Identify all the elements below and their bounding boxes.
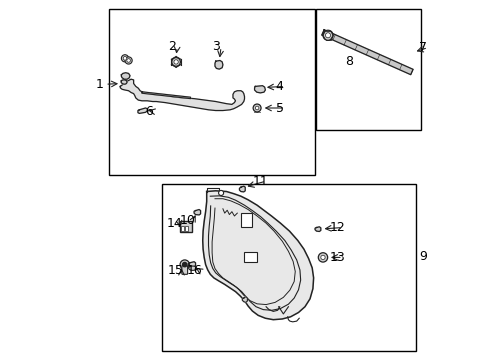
- Polygon shape: [254, 86, 265, 93]
- Text: 8: 8: [344, 55, 352, 68]
- Text: 5: 5: [275, 102, 283, 114]
- Text: 10: 10: [179, 214, 195, 227]
- Text: 13: 13: [329, 251, 345, 264]
- Circle shape: [218, 190, 223, 195]
- Bar: [241, 213, 251, 227]
- Text: 6: 6: [145, 105, 153, 118]
- Bar: [181, 226, 183, 231]
- Circle shape: [320, 255, 325, 260]
- Ellipse shape: [188, 266, 196, 270]
- Polygon shape: [188, 262, 195, 267]
- Bar: [244, 252, 257, 262]
- Text: 9: 9: [418, 250, 426, 263]
- Circle shape: [318, 253, 327, 262]
- Circle shape: [171, 58, 180, 66]
- Text: 7: 7: [418, 41, 426, 54]
- Polygon shape: [121, 73, 130, 79]
- Polygon shape: [120, 79, 244, 111]
- Polygon shape: [215, 60, 223, 69]
- Text: 2: 2: [167, 40, 175, 53]
- Circle shape: [180, 260, 189, 269]
- Bar: [109, 9, 314, 175]
- Circle shape: [253, 104, 261, 112]
- Polygon shape: [314, 227, 320, 231]
- Text: 11: 11: [252, 175, 268, 188]
- Polygon shape: [121, 80, 127, 84]
- Circle shape: [126, 59, 130, 62]
- Polygon shape: [203, 191, 313, 320]
- Text: 12: 12: [329, 221, 345, 234]
- Circle shape: [255, 106, 258, 110]
- Bar: [185, 226, 188, 231]
- Polygon shape: [239, 186, 244, 192]
- Bar: [162, 184, 415, 351]
- Text: 15: 15: [168, 264, 183, 277]
- Bar: [316, 9, 420, 130]
- Circle shape: [322, 30, 332, 40]
- Circle shape: [182, 262, 186, 267]
- Text: 3: 3: [211, 40, 219, 53]
- Circle shape: [125, 57, 132, 64]
- Polygon shape: [142, 92, 190, 99]
- Text: 16: 16: [186, 264, 203, 277]
- FancyBboxPatch shape: [182, 266, 187, 274]
- Polygon shape: [138, 108, 147, 113]
- Polygon shape: [242, 297, 247, 302]
- Bar: [179, 221, 192, 232]
- Circle shape: [325, 33, 330, 38]
- Circle shape: [121, 55, 128, 62]
- Circle shape: [174, 60, 178, 64]
- Text: 4: 4: [275, 80, 283, 93]
- Text: 14: 14: [166, 217, 182, 230]
- Circle shape: [123, 57, 126, 60]
- Polygon shape: [194, 210, 200, 215]
- Text: 1: 1: [96, 78, 103, 91]
- Polygon shape: [321, 30, 412, 75]
